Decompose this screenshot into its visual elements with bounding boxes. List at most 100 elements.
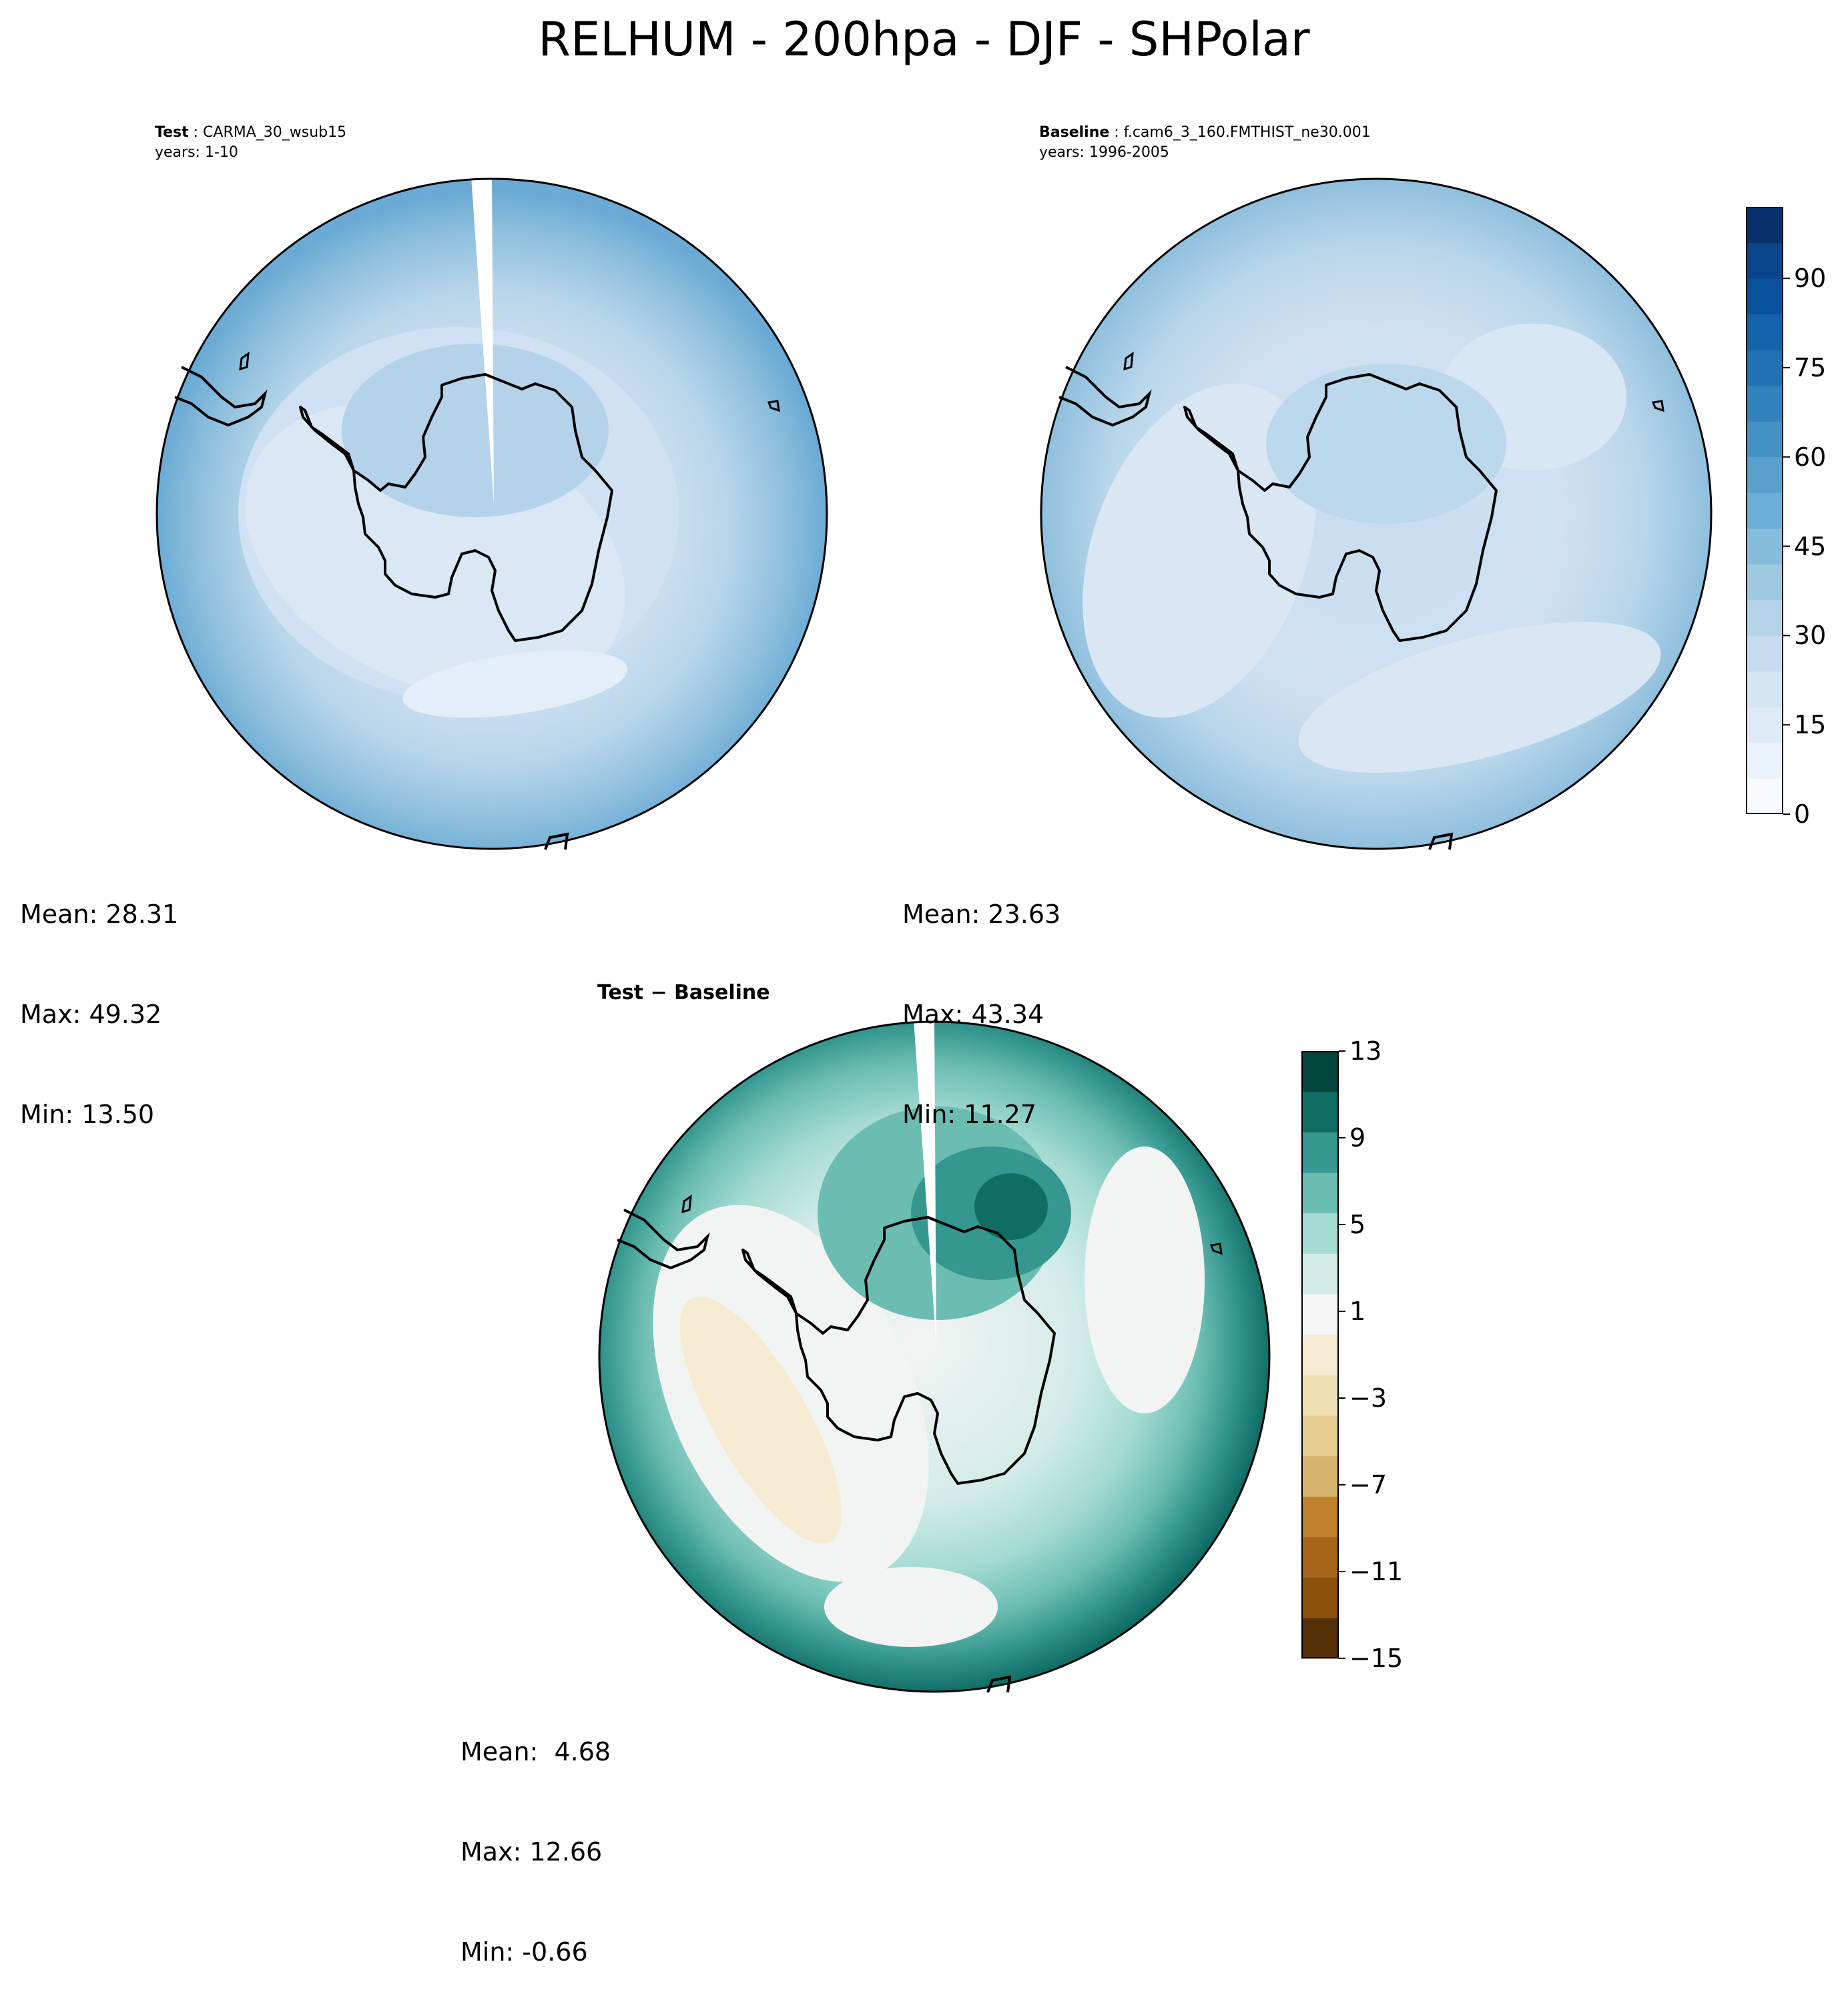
colorbar-tick-label: 60 (1794, 442, 1827, 472)
baseline-contour-low-west (1083, 383, 1316, 718)
test-label: Test (155, 124, 189, 141)
test-case-name: CARMA_30_wsub15 (203, 124, 347, 141)
colorbar-band (1301, 1213, 1339, 1254)
south-america-coastline (1058, 366, 1152, 427)
colorbar-tick-label: 5 (1349, 1210, 1366, 1239)
colorbar-band (1746, 242, 1783, 279)
test-stats: Mean: 28.31 Max: 49.32 Min: 13.50 (20, 831, 178, 1164)
island-outline (1123, 351, 1134, 371)
diff-contour-neutral-south (824, 1567, 998, 1647)
baseline-contour-low-south (1298, 621, 1661, 773)
colorbar-band (1746, 278, 1783, 315)
colorbar-tick-label: −11 (1349, 1557, 1404, 1586)
difference-map (598, 1020, 1271, 1693)
colorbar-tick-label: 90 (1794, 264, 1827, 294)
colorbar-band (1301, 1051, 1339, 1092)
test-map (156, 178, 828, 850)
colorbar-band (1746, 778, 1783, 815)
antarctica-coastline (741, 1216, 1056, 1485)
test-mean: Mean: 28.31 (20, 900, 179, 929)
colorbar-band (1746, 635, 1783, 672)
colorbar-band (1746, 314, 1783, 350)
baseline-contour-plateau (1266, 364, 1506, 524)
diff-stats: Mean: 4.68 Max: 12.66 Min: -0.66 (460, 1668, 611, 2002)
diff-contour-max (974, 1173, 1048, 1240)
diff-map-boundary (598, 1020, 1271, 1693)
diff-missing-wedge (914, 1022, 936, 1347)
colorbar-band (1746, 564, 1783, 601)
diff-colorbar (1301, 1050, 1345, 1659)
baseline-panel-header: Baseline : f.cam6_3_160.FMTHIST_ne30.001… (1039, 123, 1371, 163)
diff-panel-header: Test − Baseline (597, 981, 770, 1004)
colorbar-band (1301, 1253, 1339, 1295)
page-title: RELHUM - 200hpa - DJF - SHPolar (538, 12, 1310, 67)
baseline-mean: Mean: 23.63 (902, 900, 1061, 929)
baseline-min: Min: 11.27 (902, 1100, 1037, 1129)
colorbar-band (1746, 742, 1783, 779)
colorbar-band (1301, 1375, 1339, 1416)
colorbar-band (1746, 350, 1783, 386)
colorbar-band (1746, 456, 1783, 493)
colorbar-tick-label: 15 (1794, 710, 1827, 740)
baseline-years: years: 1996-2005 (1039, 144, 1169, 161)
colorbar-tick-label: 9 (1349, 1123, 1366, 1152)
baseline-max: Max: 43.34 (902, 1000, 1044, 1029)
colorbar-tick-label: 1 (1349, 1297, 1366, 1326)
island-outline (681, 1194, 692, 1214)
antarctica-coastline (1183, 373, 1498, 642)
baseline-map-boundary (1040, 178, 1713, 850)
colorbar-band (1301, 1577, 1339, 1618)
colorbar-tick-label: 45 (1794, 531, 1827, 561)
colorbar-band (1746, 528, 1783, 565)
colorbar-band (1746, 492, 1783, 529)
colorbar-tick-label: −15 (1349, 1644, 1404, 1673)
test-contour-min (402, 650, 628, 718)
colorbar-band (1301, 1132, 1339, 1173)
diff-mean: Mean: 4.68 (460, 1737, 611, 1766)
island-outline-east (1651, 400, 1664, 412)
test-max: Max: 49.32 (20, 1000, 162, 1029)
diff-max: Max: 12.66 (460, 1837, 603, 1867)
baseline-case-name: f.cam6_3_160.FMTHIST_ne30.001 (1123, 124, 1371, 141)
colorbar-tick-label: 30 (1794, 621, 1827, 651)
colorbar-band (1301, 1496, 1339, 1538)
baseline-map (1040, 178, 1713, 850)
colorbar-tick-label: −3 (1349, 1383, 1388, 1413)
colorbar-band (1301, 1294, 1339, 1335)
colorbar-band (1301, 1334, 1339, 1375)
island-outline-east (1209, 1243, 1223, 1255)
south-america-coastline (174, 366, 268, 427)
test-panel-header: Test : CARMA_30_wsub15 years: 1-10 (155, 123, 346, 163)
main-colorbar (1746, 207, 1790, 815)
south-america-coastline (617, 1209, 710, 1270)
colorbar-frame (1746, 207, 1783, 814)
colorbar-tick-label: 75 (1794, 352, 1827, 382)
baseline-stats: Mean: 23.63 Max: 43.34 Min: 11.27 (902, 831, 1060, 1164)
diff-contour-neutral-east (1085, 1146, 1205, 1413)
antarctica-coastline (299, 373, 613, 642)
colorbar-band (1746, 385, 1783, 422)
test-missing-wedge (471, 179, 494, 504)
island-outline-east (767, 400, 780, 412)
test-min: Min: 13.50 (20, 1100, 155, 1129)
colorbar-band (1746, 599, 1783, 636)
colorbar-tick-label: 13 (1349, 1036, 1382, 1066)
colorbar-band (1301, 1091, 1339, 1132)
test-map-boundary (156, 178, 828, 850)
colorbar-band (1301, 1173, 1339, 1214)
colorbar-band (1746, 707, 1783, 743)
colorbar-tick-label: 0 (1794, 799, 1811, 829)
colorbar-frame (1301, 1051, 1339, 1658)
colorbar-band (1301, 1415, 1339, 1457)
diff-min: Min: -0.66 (460, 1937, 588, 1967)
island-outline (239, 351, 250, 371)
colorbar-band (1746, 671, 1783, 707)
test-contour-plateau (342, 344, 609, 517)
colorbar-band (1746, 421, 1783, 458)
colorbar-band (1746, 207, 1783, 244)
diff-contour-negative (679, 1296, 842, 1544)
colorbar-band (1301, 1537, 1339, 1578)
colorbar-band (1301, 1455, 1339, 1497)
baseline-label: Baseline (1039, 124, 1110, 141)
colorbar-tick-label: −7 (1349, 1470, 1388, 1499)
